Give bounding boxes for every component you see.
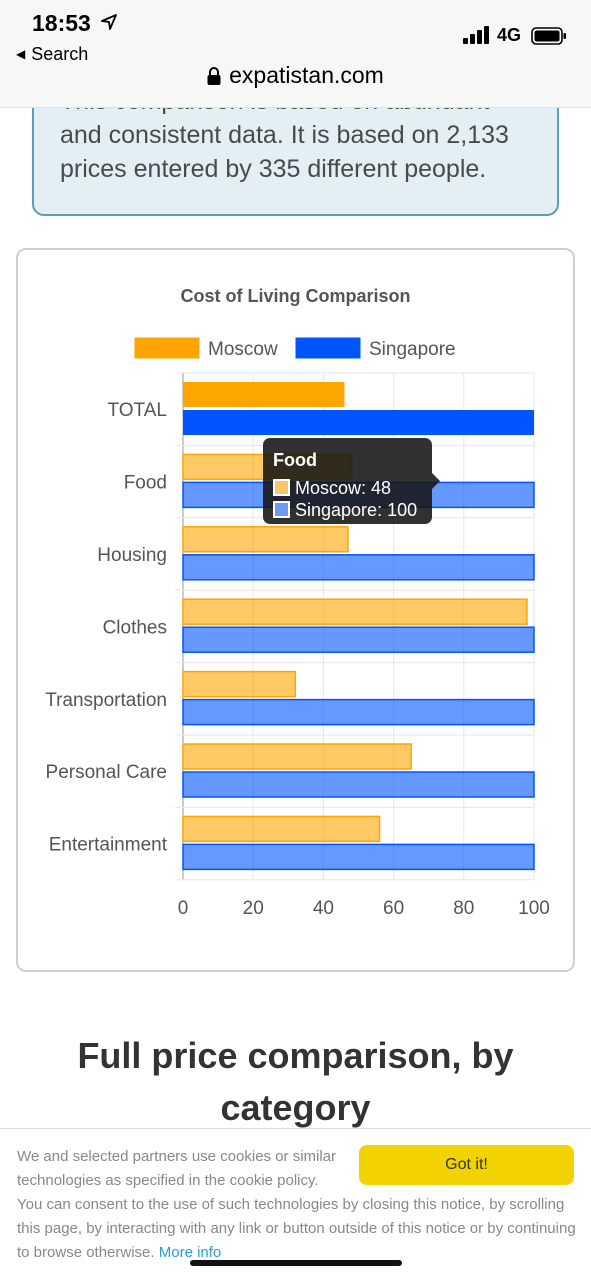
bar-moscow xyxy=(183,382,345,407)
y-category-label: Clothes xyxy=(103,617,167,638)
legend-label-moscow: Moscow xyxy=(208,339,278,360)
bar-singapore xyxy=(182,771,535,798)
x-tick-label: 60 xyxy=(383,898,404,919)
y-category-label: Housing xyxy=(97,545,167,566)
bar-moscow xyxy=(182,743,412,770)
lock-icon xyxy=(207,67,221,85)
battery-icon xyxy=(531,27,566,45)
tooltip-row-moscow: Moscow: 48 xyxy=(273,478,391,499)
bar-singapore xyxy=(183,410,534,435)
cookie-text-1: We and selected partners use cookies or … xyxy=(17,1148,337,1189)
x-tick-label: 80 xyxy=(453,898,474,919)
tooltip-title: Food xyxy=(273,450,317,470)
back-triangle-icon: ◀ xyxy=(16,47,26,61)
bar-singapore xyxy=(182,554,535,581)
bar-moscow xyxy=(182,670,297,698)
more-info-link[interactable]: More info xyxy=(158,1244,222,1261)
x-tick-label: 20 xyxy=(243,898,264,919)
bar-moscow xyxy=(182,598,528,625)
y-category-label: Transportation xyxy=(45,690,167,711)
tooltip-swatch-singapore xyxy=(273,501,290,518)
bar-moscow xyxy=(182,815,381,843)
network-type: 4G xyxy=(497,25,522,45)
chart-title: Cost of Living Comparison xyxy=(180,286,411,306)
y-category-label: Personal Care xyxy=(46,762,167,783)
x-tick-label: 40 xyxy=(313,898,334,919)
cookie-banner: We and selected partners use cookies or … xyxy=(0,1128,591,1280)
legend-swatch-moscow xyxy=(134,337,200,359)
y-category-label: TOTAL xyxy=(108,400,167,421)
address-bar[interactable]: expatistan.com xyxy=(0,62,591,89)
location-arrow-icon xyxy=(101,14,117,30)
tooltip-swatch-moscow xyxy=(273,479,290,496)
cellular-signal-icon xyxy=(463,26,489,44)
y-category-label: Food xyxy=(124,473,167,494)
cookie-text-2: You can consent to the use of such techn… xyxy=(17,1196,576,1261)
x-tick-label: 0 xyxy=(178,898,189,919)
legend-label-singapore: Singapore xyxy=(369,339,456,360)
bar-moscow xyxy=(182,526,349,553)
bar-singapore xyxy=(182,843,535,871)
y-category-label: Entertainment xyxy=(49,835,168,856)
back-label: Search xyxy=(31,44,89,64)
section-heading: Full price comparison, by category xyxy=(77,1035,514,1128)
browser-top-bar: 18:53 ◀ Search 4G expatistan.com xyxy=(0,0,591,108)
x-tick-label: 100 xyxy=(518,898,550,919)
status-time: 18:53 xyxy=(32,10,91,36)
legend-swatch-singapore xyxy=(295,337,361,359)
bar-singapore xyxy=(182,698,535,726)
url-domain: expatistan.com xyxy=(229,62,384,88)
data-quality-notice: This comparison is based on abundantand … xyxy=(32,87,559,216)
bar-singapore xyxy=(182,626,535,653)
chart-tooltip: Food Moscow: 48 Singapore: 100 xyxy=(263,438,440,524)
home-indicator xyxy=(190,1260,402,1266)
tooltip-row-singapore: Singapore: 100 xyxy=(273,500,417,521)
got-it-button[interactable]: Got it! xyxy=(359,1145,574,1185)
back-to-search-button[interactable]: ◀ Search xyxy=(16,44,88,65)
